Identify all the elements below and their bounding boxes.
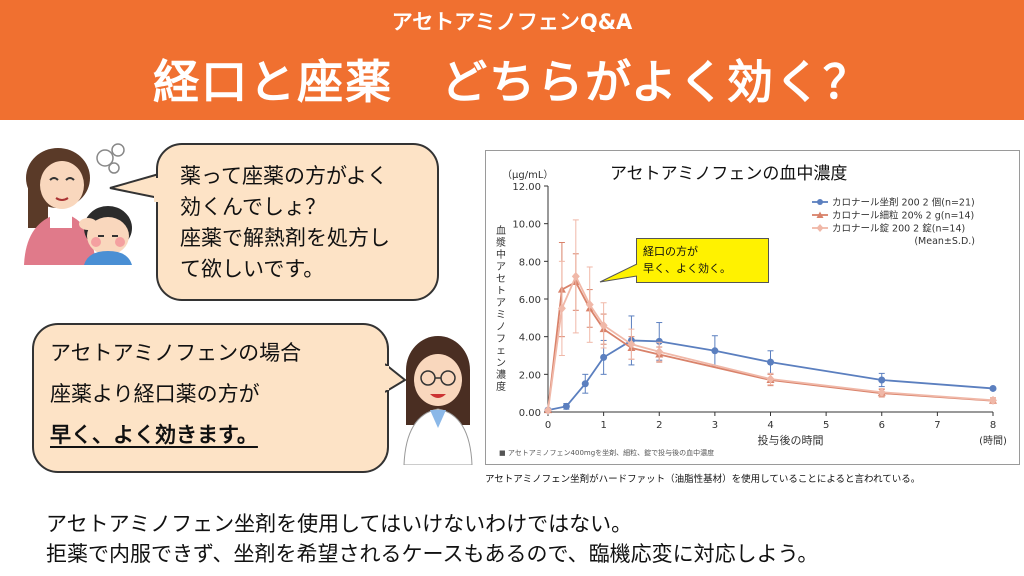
chart-series-group xyxy=(544,219,997,415)
y-axis-label-char: ェ xyxy=(496,346,506,357)
answer-bubble-tail xyxy=(385,363,407,393)
data-point xyxy=(989,395,997,405)
legend-entry: カロナール細粒 20% 2 g(n=14) xyxy=(812,210,974,222)
y-axis-label-char: 漿 xyxy=(496,236,506,249)
question-tail-mask xyxy=(154,178,160,202)
data-point xyxy=(585,300,594,310)
x-tick-label: 3 xyxy=(712,420,718,431)
data-point xyxy=(877,387,886,397)
y-tick-label: 4.00 xyxy=(519,333,541,344)
y-axis-label-char: ン xyxy=(496,358,506,369)
legend-entry: カロナール坐剤 200 2 個(n=21) xyxy=(812,197,975,209)
series-line xyxy=(547,274,994,411)
legend-note: (Mean±S.D.) xyxy=(914,236,975,247)
series-3 xyxy=(544,219,997,415)
data-point xyxy=(878,376,886,384)
x-tick-label: 6 xyxy=(879,420,885,431)
y-axis-label-char: 濃 xyxy=(496,368,506,381)
series-line xyxy=(547,339,994,411)
x-unit-label: (時間) xyxy=(979,435,1007,447)
x-tick-label: 2 xyxy=(656,420,662,431)
data-point xyxy=(571,271,580,281)
y-tick-label: 12.00 xyxy=(512,182,541,193)
y-axis-label-char: 中 xyxy=(496,248,506,261)
data-point xyxy=(655,337,663,345)
question-bubble-tail xyxy=(109,173,160,199)
header-banner: アセトアミノフェンQ&A 経口と座薬 どちらがよく効く？ xyxy=(0,0,1024,120)
y-unit-label: （μg/mL） xyxy=(502,169,553,181)
answer-line: アセトアミノフェンの場合 xyxy=(50,341,302,365)
chart-source-note: アセトアミノフェン坐剤がハードファット（油脂性基材）を使用していることによると言… xyxy=(485,474,921,485)
callout-line: 早く、よく効く。 xyxy=(643,262,731,275)
pharmacist-illustration xyxy=(403,336,473,465)
y-tick-label: 6.00 xyxy=(519,295,541,306)
y-tick-label: 2.00 xyxy=(519,370,541,381)
y-tick-label: 8.00 xyxy=(519,257,541,268)
data-point xyxy=(711,347,719,355)
y-tick-label: 0.00 xyxy=(519,408,541,419)
data-point xyxy=(557,303,566,313)
chart-legend: カロナール坐剤 200 2 個(n=21)カロナール細粒 20% 2 g(n=1… xyxy=(812,197,975,247)
y-axis-label-char: ア xyxy=(496,298,506,309)
question-line: 座薬で解熱剤を処方し xyxy=(180,226,390,250)
chart-title: アセトアミノフェンの血中濃度 xyxy=(602,159,856,184)
question-line: 効くんでしょ？ xyxy=(180,195,326,219)
data-point xyxy=(599,320,608,330)
y-axis-label-char: ア xyxy=(496,262,506,273)
data-point xyxy=(627,339,636,349)
answer-emphasis-line: 早く、よく効きます。 xyxy=(50,423,258,447)
answer-line: 座薬より経口薬の方が xyxy=(50,382,260,406)
y-tick-label: 10.00 xyxy=(512,220,541,231)
x-tick-label: 7 xyxy=(934,420,940,431)
page-title: 経口と座薬 どちらがよく効く？ xyxy=(153,55,871,109)
bottom-text-line: アセトアミノフェン坐剤を使用してはいけないわけではない。 xyxy=(46,512,633,536)
callout-pointer xyxy=(599,263,638,283)
data-point xyxy=(581,380,589,388)
legend-label: カロナール坐剤 200 2 個(n=21) xyxy=(832,197,975,209)
header-subtitle: アセトアミノフェンQ&A xyxy=(391,10,633,34)
x-tick-label: 0 xyxy=(545,420,551,431)
data-point xyxy=(655,347,664,357)
data-point xyxy=(600,353,608,361)
data-point xyxy=(562,402,570,410)
chart-footnote: ■ アセトアミノフェン400mgを坐剤、細粒、錠で投与後の血中濃度 xyxy=(499,448,714,457)
y-axis-label-char: セ xyxy=(496,273,506,285)
x-axis-label: 投与後の時間 xyxy=(758,433,824,447)
question-speech-bubble: 薬って座薬の方がよく 効くんでしょ？ 座薬で解熱剤を処方し て欲しいです。 xyxy=(156,143,439,301)
legend-entry: カロナール錠 200 2 錠(n=14) xyxy=(812,223,965,235)
data-point xyxy=(767,358,774,366)
data-point xyxy=(989,384,997,392)
answer-speech-bubble: アセトアミノフェンの場合 座薬より経口薬の方が 早く、よく効きます。 xyxy=(32,323,389,473)
bottom-text-line: 拒薬で内服できず、坐剤を希望されるケースもあるので、臨機応変に対応しよう。 xyxy=(46,542,819,566)
chart-callout: 経口の方が 早く、よく効く。 xyxy=(636,238,769,283)
question-line: 薬って座薬の方がよく xyxy=(180,164,388,188)
legend-marker xyxy=(816,211,824,218)
series-line xyxy=(547,280,994,411)
legend-marker xyxy=(816,224,824,232)
legend-label: カロナール錠 200 2 錠(n=14) xyxy=(832,223,965,235)
x-tick-label: 8 xyxy=(990,420,996,431)
y-axis-label-char: ノ xyxy=(496,322,506,333)
callout-line: 経口の方が xyxy=(643,245,698,258)
question-line: て欲しいです。 xyxy=(180,257,325,281)
legend-label: カロナール細粒 20% 2 g(n=14) xyxy=(832,210,974,222)
x-tick-label: 5 xyxy=(823,420,829,431)
x-tick-label: 1 xyxy=(600,420,606,431)
data-point xyxy=(766,374,775,384)
chart-axes: 0.00 2.00 4.00 6.00 8.00 10.00 12.00 0 1 2 3 4 5 6 7 8 （… xyxy=(496,169,1007,457)
legend-marker xyxy=(817,199,823,205)
y-axis-label-char: ト xyxy=(496,286,506,297)
mother-child-illustration xyxy=(24,143,132,265)
data-point xyxy=(544,405,552,415)
x-tick-label: 4 xyxy=(767,420,773,431)
concentration-chart: 0.00 2.00 4.00 6.00 8.00 10.00 12.00 0 1 2 3 4 5 6 7 8 （… xyxy=(496,169,1007,457)
y-axis-label-char: 血 xyxy=(496,224,506,237)
y-axis-label-char: 度 xyxy=(496,380,506,393)
y-axis-label-char: ミ xyxy=(496,310,506,321)
y-axis-label-char: フ xyxy=(496,334,506,345)
